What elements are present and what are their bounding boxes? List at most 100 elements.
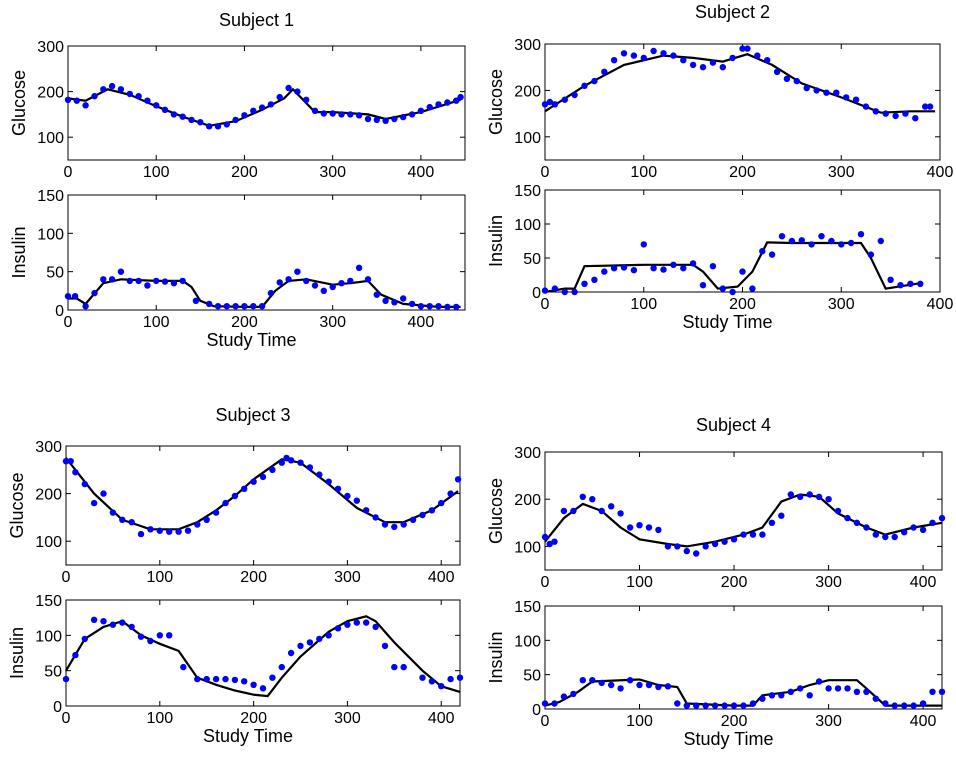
data-point: [630, 52, 638, 59]
data-point: [81, 480, 89, 488]
data-point: [901, 529, 908, 536]
x-tick-label: 0: [64, 164, 73, 181]
data-point: [825, 685, 832, 692]
data-point: [435, 303, 442, 310]
x-tick-label: 0: [541, 296, 550, 313]
data-point: [570, 690, 577, 698]
x-tick-label: 300: [815, 713, 842, 730]
y-tick-label: 100: [514, 217, 541, 234]
data-point: [338, 280, 345, 287]
data-point: [847, 239, 855, 247]
data-point: [917, 280, 924, 287]
y-tick-label: 0: [53, 699, 62, 716]
data-point: [67, 458, 74, 465]
data-point: [241, 485, 248, 492]
panel-title: Subject 4: [696, 415, 771, 435]
data-point: [62, 458, 70, 465]
x-tick-label: 300: [334, 569, 361, 586]
x-tick-label: 0: [62, 710, 71, 727]
data-point: [655, 683, 662, 691]
data-point: [381, 521, 389, 528]
data-point: [806, 491, 813, 498]
data-point: [882, 533, 889, 541]
y-tick-label: 300: [514, 445, 541, 462]
x-tick-label: 100: [630, 296, 657, 313]
data-point: [806, 692, 813, 699]
data-point: [232, 303, 239, 310]
data-point: [166, 632, 173, 639]
x-tick-label: 100: [626, 713, 653, 730]
x-tick-label: 300: [828, 296, 855, 313]
data-point: [862, 103, 870, 110]
data-point: [551, 101, 559, 108]
data-point: [808, 241, 815, 248]
data-point: [598, 507, 605, 515]
y-tick-label: 50: [44, 664, 62, 681]
data-point: [409, 516, 417, 523]
data-point: [241, 303, 248, 310]
data-point: [316, 635, 323, 643]
data-point: [579, 677, 586, 684]
data-point: [702, 543, 709, 550]
data-point: [636, 522, 643, 529]
data-point: [408, 300, 416, 308]
data-point: [664, 543, 672, 550]
data-point: [212, 675, 220, 683]
data-point: [188, 116, 195, 124]
data-point: [62, 675, 70, 683]
x-tick-label: 400: [408, 164, 435, 181]
data-point: [608, 503, 615, 510]
y-tick-label: 200: [37, 85, 64, 102]
data-point: [938, 514, 946, 522]
y-tick-label: 150: [35, 593, 62, 610]
data-point: [241, 678, 248, 685]
data-point: [778, 512, 785, 519]
data-point: [709, 59, 717, 66]
data-point: [815, 678, 823, 685]
data-point: [857, 231, 865, 238]
data-point: [135, 277, 142, 285]
data-point: [241, 112, 248, 119]
x-axis-label: Study Time: [683, 729, 773, 749]
data-point: [192, 297, 200, 304]
y-tick-label: 100: [514, 539, 541, 556]
data-point: [258, 303, 266, 310]
data-point: [156, 527, 163, 534]
y-axis-label: Glucose: [9, 70, 29, 136]
data-point: [373, 291, 380, 298]
data-point: [438, 499, 445, 507]
data-point: [109, 509, 117, 516]
data-point: [259, 473, 267, 481]
data-point: [214, 123, 222, 130]
data-point: [206, 300, 213, 308]
data-point: [325, 478, 332, 485]
data-point: [303, 277, 310, 285]
data-point: [759, 695, 766, 702]
data-point: [108, 82, 116, 90]
data-point: [721, 702, 728, 709]
y-axis-label: Insulin: [7, 627, 27, 679]
data-point: [325, 632, 332, 639]
data-point: [276, 279, 283, 286]
data-point: [311, 107, 319, 115]
data-point: [683, 547, 690, 555]
data-point: [693, 550, 700, 557]
data-point: [598, 679, 605, 687]
y-tick-label: 100: [514, 130, 541, 147]
data-point: [591, 276, 598, 283]
data-point: [744, 45, 751, 52]
data-point: [363, 619, 370, 626]
data-point: [214, 303, 222, 310]
data-point: [303, 96, 310, 104]
data-point: [347, 277, 354, 285]
data-point: [844, 514, 851, 522]
data-point: [626, 524, 634, 531]
panel-title: Subject 3: [215, 405, 290, 425]
data-point: [353, 619, 360, 626]
data-point: [294, 88, 301, 95]
data-point: [601, 268, 608, 275]
x-tick-label: 300: [319, 164, 346, 181]
data-point: [844, 685, 851, 692]
